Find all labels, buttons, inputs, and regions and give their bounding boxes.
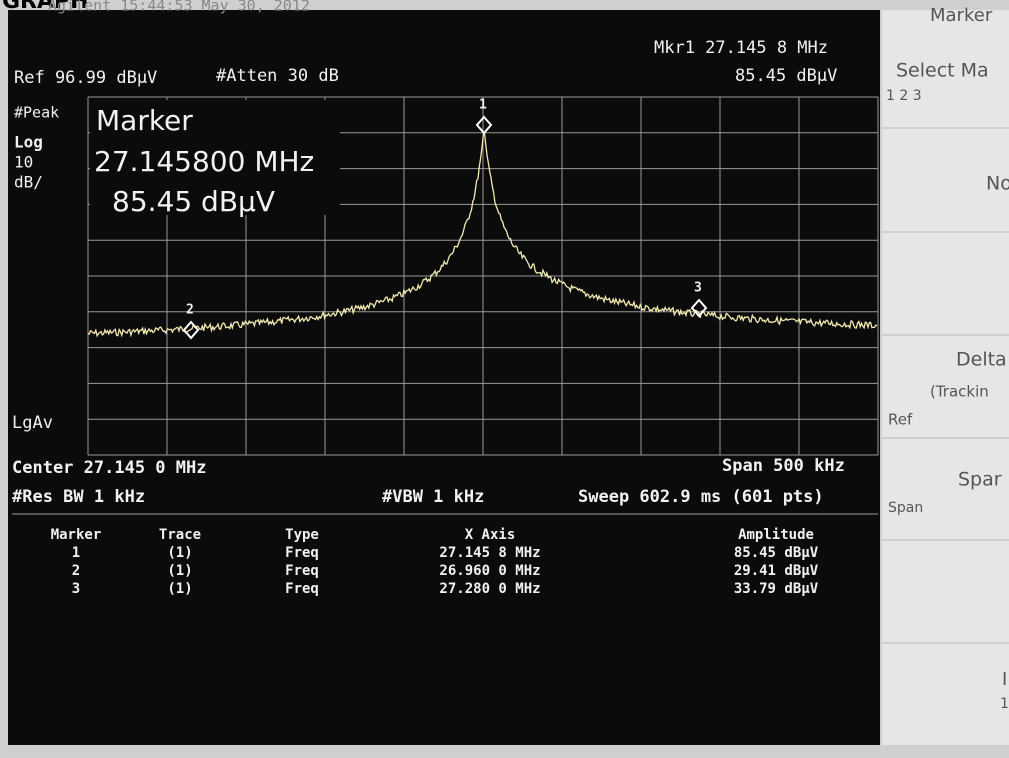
softkey-normal[interactable]: No [986, 173, 1009, 195]
marker-label: 3 [694, 281, 702, 296]
marker-label: 1 [479, 98, 487, 113]
ref-level: Ref 96.99 dBµV [14, 68, 157, 88]
table-cell: Freq [285, 581, 319, 597]
instrument-title: Agilent 15:44:53 May 30, 2012 [48, 0, 310, 15]
marker-box-title: Marker [96, 104, 193, 137]
attenuation: #Atten 30 dB [216, 66, 339, 86]
table-cell: 85.45 dBµV [734, 545, 819, 561]
table-cell: 27.280 0 MHz [439, 581, 540, 597]
table-header: Amplitude [738, 527, 814, 543]
table-cell: (1) [167, 545, 192, 561]
softkey-select: Select Ma [896, 60, 989, 82]
res-bw: #Res BW 1 kHz [12, 487, 145, 507]
softkey-bottom-sub: 1 [1000, 696, 1009, 712]
table-cell: 1 [72, 545, 80, 561]
page: GRAPH Agilent 15:44:53 May 30, 2012 Mark… [0, 0, 1009, 758]
marker-readout: Mkr1 27.145 8 MHz [654, 38, 828, 58]
softkey-panel [882, 10, 1009, 745]
table-cell: 33.79 dBµV [734, 581, 819, 597]
vbw: #VBW 1 kHz [382, 487, 484, 507]
table-cell: (1) [167, 581, 192, 597]
table-cell: 2 [72, 563, 80, 579]
softkey-span-pair[interactable]: Spar [958, 469, 1002, 491]
table-header: Type [285, 527, 319, 543]
marker-label: 2 [186, 303, 194, 318]
table-header: X Axis [465, 527, 516, 543]
table-cell: Freq [285, 545, 319, 561]
span: Span 500 kHz [722, 456, 845, 476]
menu-title: Marker [930, 5, 993, 26]
scale-type: Log [14, 133, 43, 152]
table-header: Trace [159, 527, 201, 543]
marker-box-freq: 27.145800 MHz [94, 145, 314, 178]
screen: GRAPH Agilent 15:44:53 May 30, 2012 Mark… [0, 0, 1009, 758]
scale-value: 10 [14, 153, 33, 172]
sweep: Sweep 602.9 ms (601 pts) [578, 487, 824, 507]
table-cell: Freq [285, 563, 319, 579]
softkey-tracking: (Trackin [930, 383, 989, 401]
table-cell: 26.960 0 MHz [439, 563, 540, 579]
softkey-bottom[interactable]: I [1002, 669, 1007, 690]
table-cell: (1) [167, 563, 192, 579]
table-cell: 3 [72, 581, 80, 597]
softkey-span: Span [888, 500, 923, 516]
center-frequency: Center 27.145 0 MHz [12, 458, 206, 478]
marker-box-amp: 85.45 dBµV [112, 185, 275, 218]
detector: #Peak [14, 104, 59, 122]
table-header: Marker [51, 527, 102, 543]
averaging: LgAv [12, 413, 53, 433]
softkey-ref: Ref [888, 411, 913, 429]
softkey-delta[interactable]: Delta [956, 349, 1007, 371]
softkey-select-options: 1 2 3 [886, 88, 922, 104]
scale-unit: dB/ [14, 173, 43, 192]
table-cell: 29.41 dBµV [734, 563, 819, 579]
marker-amplitude: 85.45 dBµV [735, 66, 837, 86]
table-cell: 27.145 8 MHz [439, 545, 540, 561]
